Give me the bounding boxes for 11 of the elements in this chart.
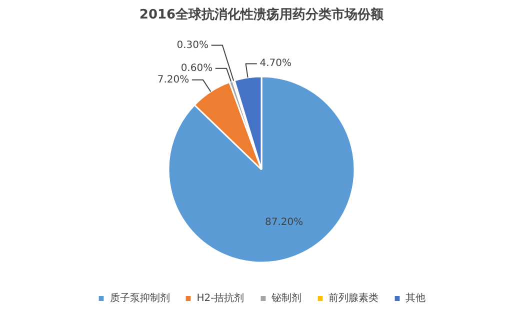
data-label: 0.30%: [176, 40, 208, 51]
chart-title: 2016全球抗消化性溃疡用药分类市场份额: [139, 6, 385, 22]
legend-label: H2-拮抗剂: [196, 292, 244, 305]
legend-label: 铋制剂: [271, 292, 302, 305]
legend-label: 其他: [405, 292, 426, 305]
legend-label: 质子泵抑制剂: [110, 292, 170, 305]
legend-label: 前列腺素类: [328, 292, 378, 305]
data-label: 0.60%: [180, 62, 213, 74]
data-label: 7.20%: [157, 74, 190, 86]
data-label: 4.70%: [260, 58, 292, 70]
data-label: 87.20%: [265, 217, 304, 228]
